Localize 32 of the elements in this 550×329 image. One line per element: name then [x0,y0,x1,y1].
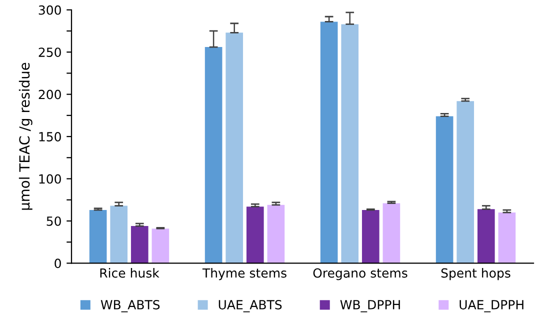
bar [246,206,264,264]
x-tick-label: Oregano stems [313,268,408,280]
bar [341,24,359,264]
x-tick-label: Spent hops [441,268,510,280]
bar [436,116,454,264]
bar [89,210,107,264]
y-axis-title: µmol TEAC /g residue [18,62,32,210]
bar [320,22,338,264]
bar [267,204,285,264]
y-tick-label: 150 [39,132,61,142]
y-tick-label: 250 [38,48,61,58]
y-tick-label: 0 [54,258,61,268]
legend-label: WB_DPPH [340,300,400,312]
x-tick-label: Rice husk [100,268,160,278]
bar [204,47,222,264]
bar [382,203,400,264]
y-tick-label: 100 [39,174,61,184]
bar [130,226,148,264]
legend-label: UAE_DPPH [460,300,524,312]
legend-label: WB_ABTS [100,300,160,312]
bar [498,212,516,264]
bar [477,209,495,264]
bar [362,210,380,264]
legend-label: UAE_ABTS [218,300,282,312]
y-tick-label: 300 [38,5,61,15]
y-tick-label: 50 [46,216,61,226]
bar [152,228,170,264]
bar [226,32,244,264]
bar [456,101,474,264]
y-tick-label: 200 [38,90,61,100]
x-tick-label: Thyme stems [202,268,286,280]
bar [110,206,128,264]
